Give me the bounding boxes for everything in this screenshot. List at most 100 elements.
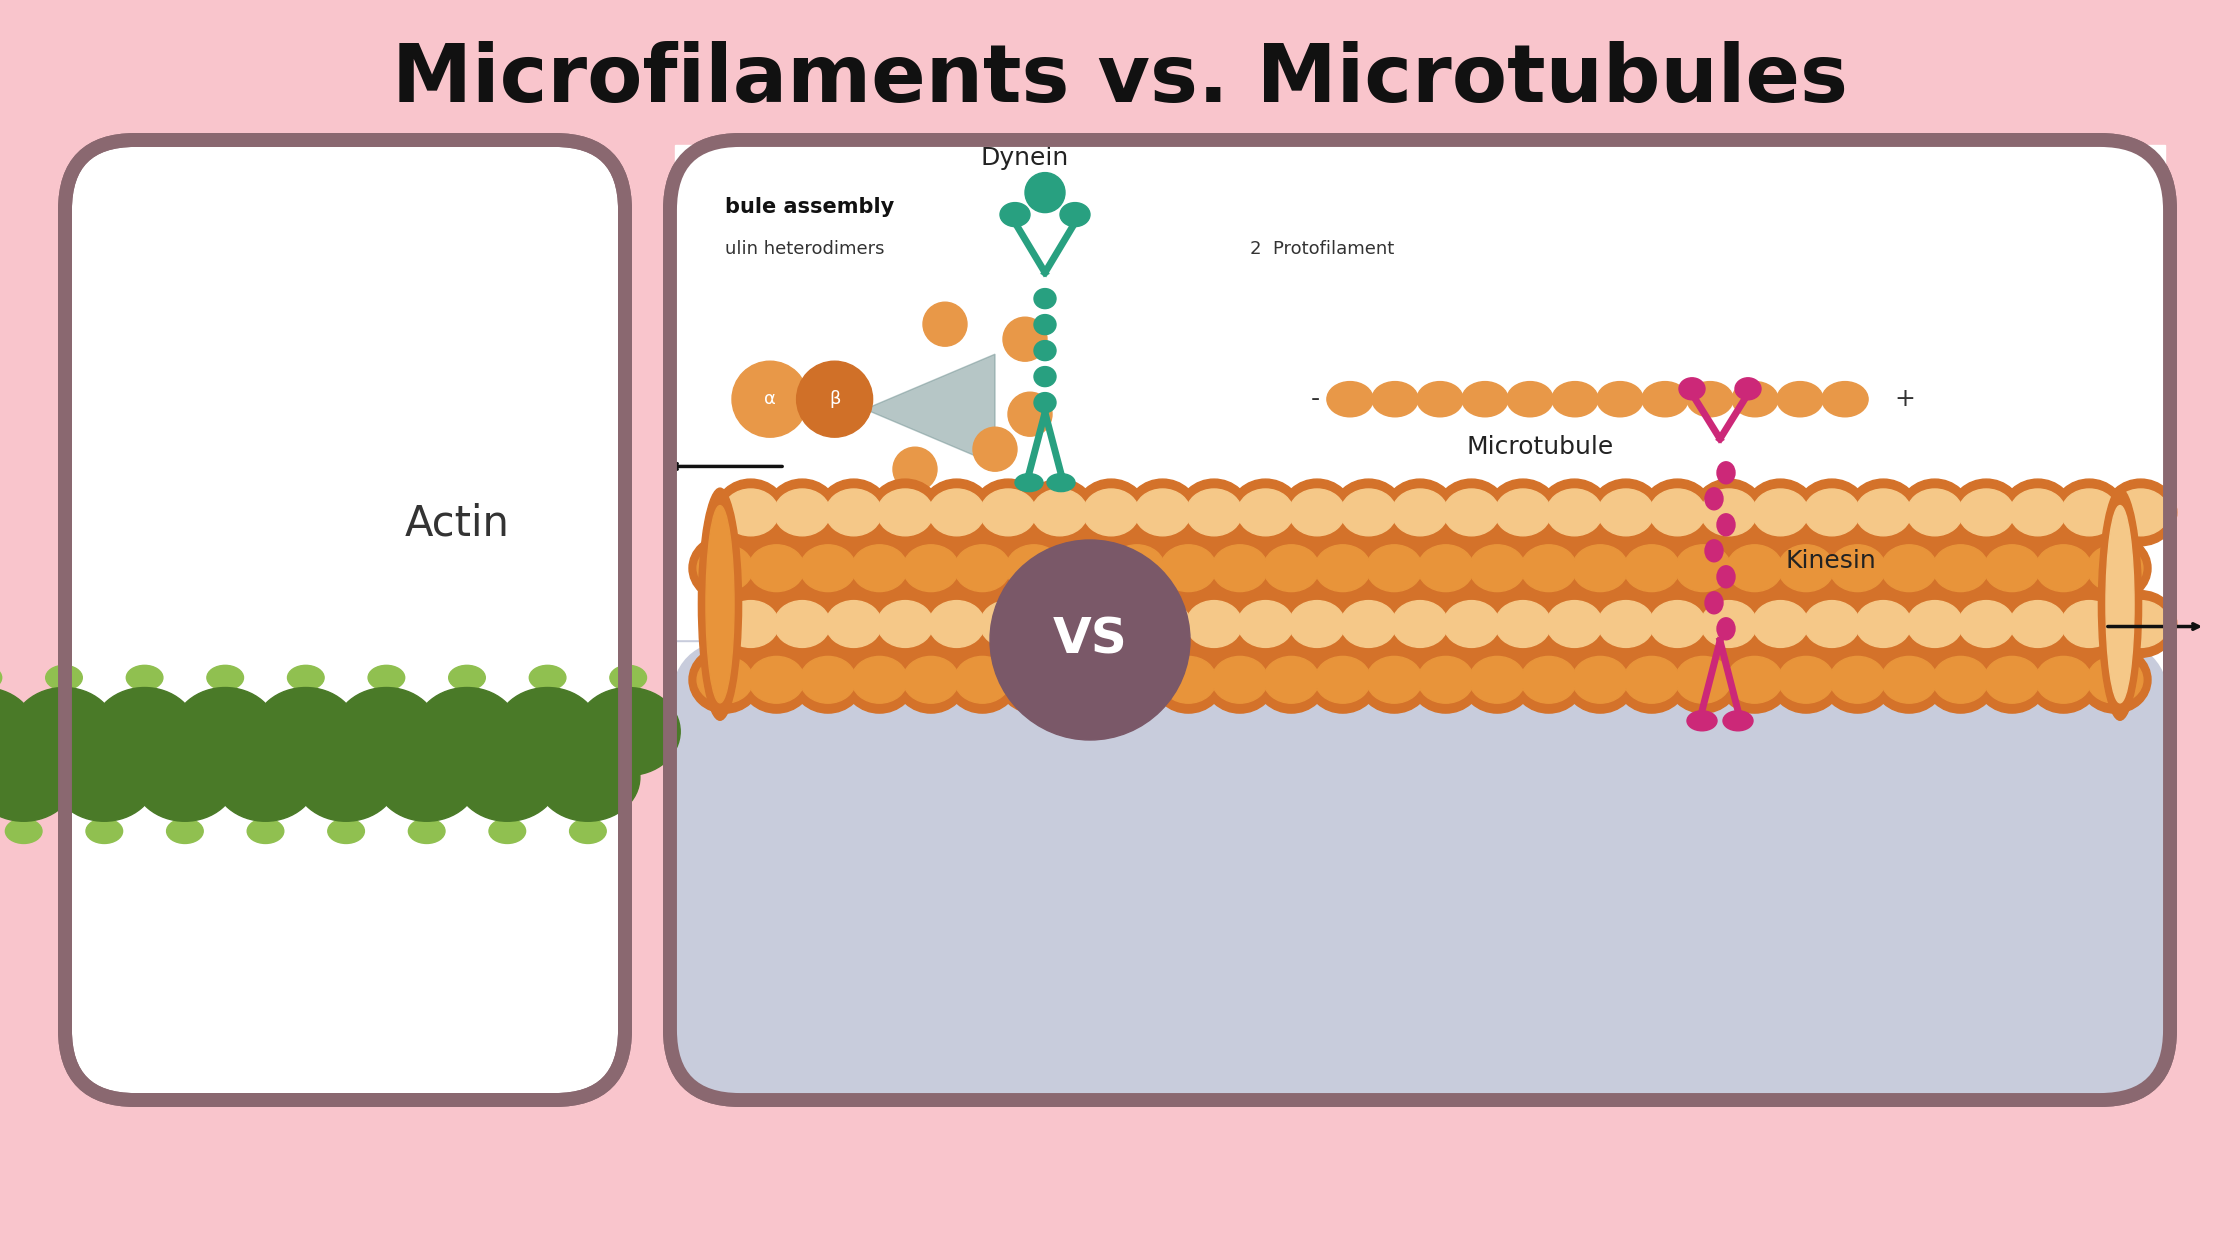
Ellipse shape (1572, 544, 1628, 592)
Ellipse shape (1230, 591, 1301, 658)
Ellipse shape (1718, 462, 1736, 484)
Ellipse shape (1326, 382, 1373, 417)
Text: bule assembly: bule assembly (726, 198, 894, 217)
Ellipse shape (1371, 382, 1418, 417)
Text: +: + (1895, 387, 1915, 411)
Ellipse shape (1006, 544, 1062, 592)
Ellipse shape (724, 601, 780, 648)
Ellipse shape (1796, 591, 1868, 658)
Ellipse shape (2106, 591, 2177, 658)
Ellipse shape (851, 656, 907, 703)
Ellipse shape (1727, 544, 1783, 592)
Ellipse shape (213, 733, 318, 822)
Ellipse shape (1033, 489, 1089, 536)
Ellipse shape (1006, 656, 1062, 703)
Ellipse shape (0, 733, 76, 822)
Ellipse shape (334, 688, 439, 775)
Ellipse shape (1015, 474, 1044, 491)
Text: Actin: Actin (405, 503, 508, 546)
Text: VS: VS (1053, 616, 1127, 664)
Ellipse shape (972, 479, 1044, 546)
Ellipse shape (1100, 536, 1174, 601)
Ellipse shape (1487, 479, 1559, 546)
Ellipse shape (1357, 646, 1431, 713)
Ellipse shape (2036, 544, 2092, 592)
Ellipse shape (869, 591, 941, 658)
Ellipse shape (1443, 489, 1499, 536)
Ellipse shape (1212, 544, 1268, 592)
Ellipse shape (1136, 601, 1189, 648)
Ellipse shape (1597, 489, 1653, 536)
Ellipse shape (2112, 489, 2168, 536)
Ellipse shape (997, 536, 1071, 601)
Ellipse shape (1127, 479, 1198, 546)
Ellipse shape (1649, 601, 1705, 648)
Ellipse shape (1333, 591, 1404, 658)
Ellipse shape (1906, 489, 1962, 536)
Ellipse shape (1546, 601, 1602, 648)
Ellipse shape (1203, 536, 1277, 601)
Ellipse shape (1615, 646, 1687, 713)
Ellipse shape (448, 665, 486, 690)
Ellipse shape (1745, 591, 1817, 658)
Ellipse shape (1700, 601, 1756, 648)
Ellipse shape (1109, 656, 1165, 703)
Ellipse shape (1958, 489, 2014, 536)
Ellipse shape (367, 665, 405, 690)
Ellipse shape (793, 646, 865, 713)
Ellipse shape (1436, 479, 1508, 546)
Ellipse shape (999, 203, 1030, 227)
Ellipse shape (2036, 656, 2092, 703)
Ellipse shape (748, 656, 804, 703)
Ellipse shape (1933, 544, 1989, 592)
Ellipse shape (2054, 479, 2126, 546)
Ellipse shape (1848, 479, 1920, 546)
Ellipse shape (1985, 656, 2041, 703)
Ellipse shape (287, 665, 325, 690)
Ellipse shape (408, 819, 446, 843)
Ellipse shape (1976, 646, 2047, 713)
Ellipse shape (1564, 536, 1635, 601)
Ellipse shape (715, 591, 786, 658)
Bar (674, 480, 2166, 641)
Ellipse shape (930, 601, 986, 648)
Circle shape (1004, 318, 1046, 362)
Ellipse shape (827, 601, 883, 648)
Ellipse shape (1048, 646, 1122, 713)
Ellipse shape (1151, 536, 1225, 601)
Ellipse shape (327, 819, 365, 843)
Ellipse shape (206, 665, 244, 690)
Ellipse shape (690, 536, 762, 601)
Ellipse shape (1254, 646, 1328, 713)
Ellipse shape (374, 733, 479, 822)
Ellipse shape (1263, 544, 1319, 592)
Ellipse shape (569, 819, 607, 843)
Ellipse shape (1597, 601, 1653, 648)
Ellipse shape (1100, 646, 1174, 713)
Ellipse shape (827, 489, 883, 536)
Ellipse shape (1487, 591, 1559, 658)
Ellipse shape (2054, 591, 2126, 658)
Ellipse shape (92, 688, 197, 775)
Ellipse shape (172, 688, 278, 775)
Ellipse shape (488, 819, 526, 843)
Ellipse shape (1687, 382, 1734, 417)
Ellipse shape (878, 489, 934, 536)
Ellipse shape (797, 362, 874, 437)
Ellipse shape (45, 665, 83, 690)
Ellipse shape (1391, 601, 1447, 648)
Ellipse shape (1732, 382, 1779, 417)
Ellipse shape (1057, 656, 1113, 703)
Ellipse shape (11, 688, 116, 775)
Ellipse shape (818, 479, 889, 546)
Ellipse shape (1779, 544, 1835, 592)
Ellipse shape (1590, 479, 1662, 546)
Ellipse shape (4, 819, 43, 843)
Ellipse shape (1418, 382, 1463, 417)
Ellipse shape (715, 479, 786, 546)
Bar (674, 145, 2166, 639)
Ellipse shape (775, 601, 831, 648)
Ellipse shape (1624, 656, 1680, 703)
Ellipse shape (1187, 601, 1241, 648)
Ellipse shape (793, 536, 865, 601)
